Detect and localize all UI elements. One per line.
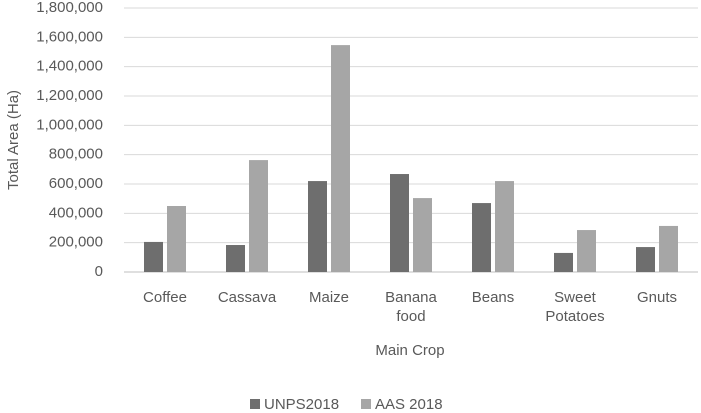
y-tick-label: 1,200,000 <box>36 87 103 104</box>
bar <box>472 203 491 272</box>
y-tick-label: 400,000 <box>49 204 103 221</box>
legend-label: UNPS2018 <box>264 396 339 413</box>
bar <box>144 241 163 272</box>
y-tick-label: 1,400,000 <box>36 58 103 75</box>
bar <box>308 181 327 272</box>
legend-label: AAS 2018 <box>375 396 443 413</box>
y-tick-label: 800,000 <box>49 146 103 163</box>
x-tick-label: Gnuts <box>636 289 678 306</box>
bar <box>554 252 573 272</box>
x-axis-title: Main Crop <box>375 342 444 359</box>
y-tick-label: 1,600,000 <box>36 28 103 45</box>
x-tick-label: Banana food <box>385 289 437 325</box>
bar <box>413 198 432 272</box>
y-tick-label: 0 <box>95 263 103 280</box>
x-tick-label: Coffee <box>143 289 187 306</box>
bar <box>167 206 186 272</box>
y-tick-label: 600,000 <box>49 175 103 192</box>
bar <box>249 160 268 272</box>
x-tick-label: Maize <box>308 289 349 306</box>
legend-swatch <box>361 399 371 409</box>
y-tick-label: 200,000 <box>49 234 103 251</box>
bar <box>577 230 596 272</box>
legend-swatch <box>250 399 260 409</box>
y-tick-label: 1,000,000 <box>36 116 103 133</box>
bar <box>659 225 678 272</box>
x-tick-label: Beans <box>471 289 515 306</box>
x-tick-label: Sweet Potatoes <box>545 289 605 325</box>
bar <box>226 245 245 272</box>
x-tick-label: Cassava <box>217 289 277 306</box>
bar <box>390 174 409 272</box>
bar <box>636 247 655 272</box>
y-tick-label: 1,800,000 <box>36 0 103 16</box>
bar <box>331 45 350 273</box>
bar <box>495 181 514 272</box>
y-axis-title: Total Area (Ha) <box>5 90 22 190</box>
